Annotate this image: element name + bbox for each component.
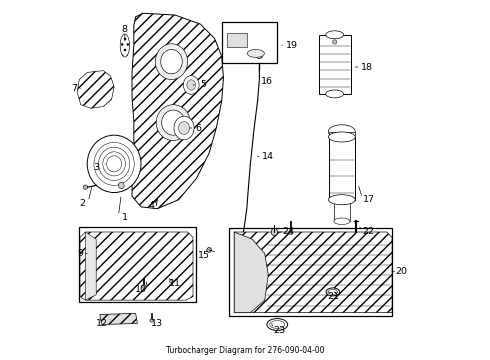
Text: 11: 11 bbox=[169, 279, 181, 288]
Text: 22: 22 bbox=[363, 228, 375, 237]
Bar bbox=[318, 35, 351, 94]
Ellipse shape bbox=[328, 195, 355, 205]
Text: 2: 2 bbox=[79, 199, 85, 208]
Bar bbox=[227, 33, 247, 47]
Text: 1: 1 bbox=[122, 213, 128, 222]
Ellipse shape bbox=[178, 121, 190, 135]
Bar bbox=[329, 132, 355, 146]
Ellipse shape bbox=[328, 125, 355, 138]
Bar bbox=[221, 22, 277, 63]
Ellipse shape bbox=[207, 248, 212, 252]
Text: 18: 18 bbox=[361, 63, 373, 72]
Polygon shape bbox=[100, 314, 137, 324]
Ellipse shape bbox=[271, 228, 278, 235]
Ellipse shape bbox=[256, 54, 262, 58]
Text: 23: 23 bbox=[273, 326, 285, 335]
Text: 12: 12 bbox=[96, 319, 108, 328]
Bar bbox=[79, 226, 196, 302]
Text: 3: 3 bbox=[93, 163, 99, 172]
Ellipse shape bbox=[187, 80, 196, 90]
Text: 4: 4 bbox=[149, 201, 155, 210]
Polygon shape bbox=[77, 71, 114, 108]
Text: Turbocharger Diagram for 276-090-04-00: Turbocharger Diagram for 276-090-04-00 bbox=[166, 346, 324, 355]
Text: 5: 5 bbox=[201, 81, 207, 90]
Polygon shape bbox=[234, 232, 269, 313]
Ellipse shape bbox=[156, 105, 190, 140]
Ellipse shape bbox=[119, 182, 124, 189]
Ellipse shape bbox=[162, 110, 185, 135]
Ellipse shape bbox=[174, 116, 194, 140]
Ellipse shape bbox=[120, 34, 129, 57]
Ellipse shape bbox=[83, 185, 88, 189]
Ellipse shape bbox=[326, 90, 343, 98]
Polygon shape bbox=[85, 232, 96, 300]
Polygon shape bbox=[234, 232, 392, 313]
Ellipse shape bbox=[150, 319, 153, 322]
Bar bbox=[329, 137, 355, 200]
Text: 24: 24 bbox=[282, 228, 294, 237]
Ellipse shape bbox=[326, 288, 340, 296]
Ellipse shape bbox=[267, 319, 288, 330]
Text: 20: 20 bbox=[395, 267, 407, 276]
Ellipse shape bbox=[326, 31, 343, 39]
Text: 21: 21 bbox=[327, 292, 339, 301]
Bar bbox=[334, 198, 350, 221]
Ellipse shape bbox=[328, 132, 355, 142]
Ellipse shape bbox=[247, 49, 265, 57]
Text: 8: 8 bbox=[122, 25, 128, 34]
Ellipse shape bbox=[333, 40, 337, 44]
Ellipse shape bbox=[183, 76, 199, 94]
Bar bbox=[229, 228, 392, 316]
Ellipse shape bbox=[289, 231, 293, 235]
Polygon shape bbox=[80, 232, 193, 300]
Text: 10: 10 bbox=[135, 285, 147, 294]
Polygon shape bbox=[132, 13, 223, 209]
Text: 17: 17 bbox=[363, 195, 375, 204]
Ellipse shape bbox=[170, 279, 173, 283]
Ellipse shape bbox=[161, 49, 182, 74]
Text: 15: 15 bbox=[198, 251, 210, 260]
Text: 13: 13 bbox=[151, 319, 163, 328]
Ellipse shape bbox=[155, 44, 188, 80]
Ellipse shape bbox=[142, 285, 146, 288]
Text: 16: 16 bbox=[261, 77, 272, 86]
Text: 19: 19 bbox=[286, 41, 297, 50]
Ellipse shape bbox=[334, 218, 350, 225]
Text: 14: 14 bbox=[262, 152, 274, 161]
Text: 7: 7 bbox=[72, 84, 77, 93]
Ellipse shape bbox=[87, 135, 141, 193]
Text: 9: 9 bbox=[78, 249, 84, 258]
Text: 6: 6 bbox=[196, 123, 201, 132]
